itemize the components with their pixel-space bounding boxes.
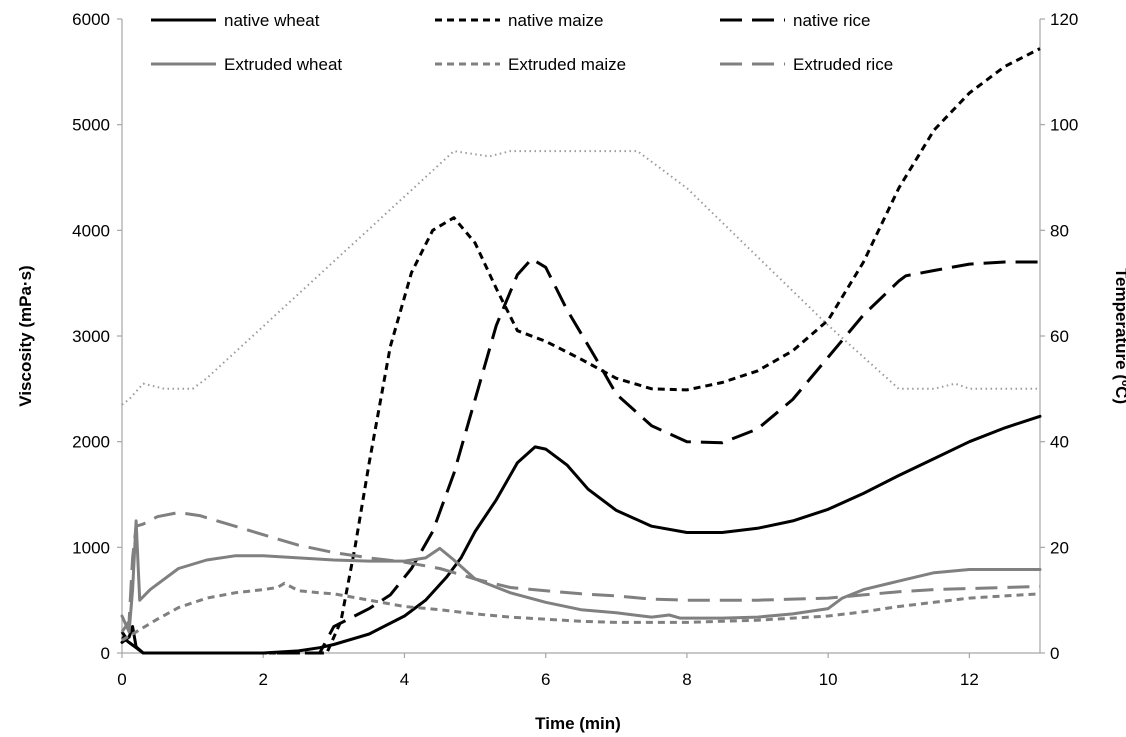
series-line-extruded-rice	[120, 511, 1041, 633]
x-tick-label: 10	[819, 670, 838, 689]
y-tick-label: 5000	[72, 116, 110, 135]
legend: native wheat native maize native rice Extru…	[151, 11, 893, 74]
x-tick-label: 2	[258, 670, 267, 689]
series-line-extruded-wheat	[120, 519, 1042, 634]
x-tick-label: 0	[117, 670, 126, 689]
y-tick-label: 2000	[72, 433, 110, 452]
y2-tick-label: 80	[1050, 221, 1069, 240]
x-tick-label: 8	[682, 670, 691, 689]
y-tick-label: 3000	[72, 327, 110, 346]
series-line-native-maize	[120, 47, 1041, 655]
x-tick-label: 6	[541, 670, 550, 689]
legend-label-extruded-rice: Extruded rice	[793, 55, 893, 74]
legend-label-extruded-wheat: Extruded wheat	[224, 55, 342, 74]
legend-label-extruded-maize: Extruded maize	[508, 55, 626, 74]
y-tick-label: 4000	[72, 221, 110, 240]
y-tick-label: 6000	[72, 10, 110, 29]
x-tick-label: 4	[400, 670, 409, 689]
x-axis-title: Time (min)	[535, 714, 621, 733]
series-line-native-rice	[121, 257, 1040, 655]
y2-tick-label: 0	[1050, 644, 1059, 663]
x-tick-label: 12	[960, 670, 979, 689]
legend-label-native-maize: native maize	[508, 11, 603, 30]
legend-label-native-wheat: native wheat	[224, 11, 320, 30]
y2-tick-label: 40	[1050, 433, 1069, 452]
axes: 0100020003000400050006000020406080100120…	[72, 10, 1078, 689]
y2-tick-label: 100	[1050, 116, 1078, 135]
y-tick-label: 0	[101, 644, 110, 663]
y2-tick-label: 120	[1050, 10, 1078, 29]
series-line-extruded-maize	[121, 581, 1041, 642]
plot-area	[120, 47, 1042, 655]
y-tick-label: 1000	[72, 538, 110, 557]
y2-axis-title: Temperature (ºC)	[1112, 268, 1126, 404]
y-axis-title: Viscosity (mPa·s)	[16, 265, 35, 406]
legend-label-native-rice: native rice	[793, 11, 870, 30]
y2-tick-label: 20	[1050, 538, 1069, 557]
y2-tick-label: 60	[1050, 327, 1069, 346]
